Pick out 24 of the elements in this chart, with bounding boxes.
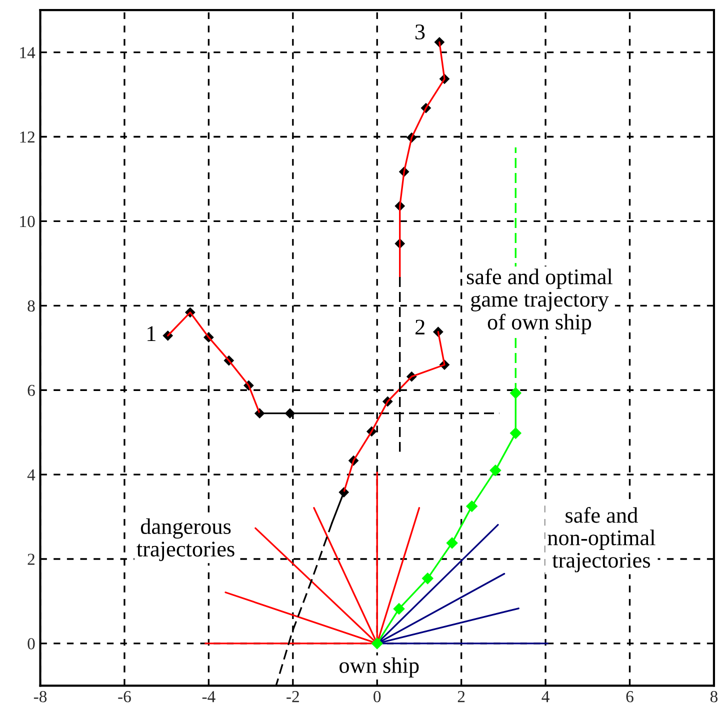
annotation: dangerous trajectories xyxy=(136,518,234,562)
x-tick-label: -2 xyxy=(286,691,299,702)
x-tick-label: 4 xyxy=(542,691,550,702)
annotation: safe and optimal game trajectory of own ship xyxy=(466,268,612,334)
y-tick-label: 12 xyxy=(20,132,34,143)
x-tick-label: 8 xyxy=(710,691,718,702)
y-tick-label: 2 xyxy=(28,554,34,565)
annotation: safe and non-optimal trajectories xyxy=(548,506,656,572)
x-tick-label: -4 xyxy=(202,691,216,702)
x-tick-label: 6 xyxy=(626,691,634,702)
y-tick-label: 14 xyxy=(20,47,36,58)
y-tick-label: 0 xyxy=(28,638,35,650)
x-tick-label: 2 xyxy=(458,691,465,702)
x-tick-label: -6 xyxy=(118,691,131,702)
annotation: 2 xyxy=(416,320,424,334)
annotation: 3 xyxy=(415,24,425,40)
y-tick-label: 8 xyxy=(28,300,35,312)
x-tick-label: -8 xyxy=(34,691,47,702)
annotation: 1 xyxy=(148,326,156,341)
y-tick-label: 4 xyxy=(27,469,36,480)
annotation: own ship xyxy=(340,657,419,678)
x-tick-label: 0 xyxy=(374,691,381,702)
y-tick-label: 6 xyxy=(28,384,35,396)
y-tick-label: 10 xyxy=(20,216,35,228)
